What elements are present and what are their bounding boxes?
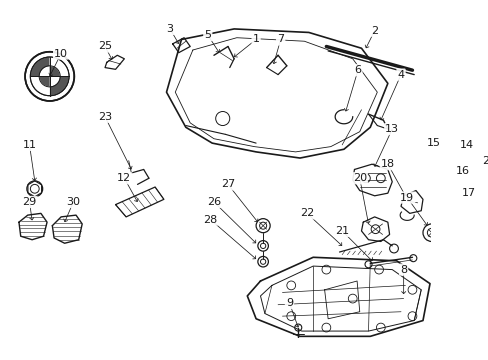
- Text: 5: 5: [204, 30, 211, 40]
- Text: 24: 24: [481, 156, 488, 166]
- Text: 9: 9: [285, 298, 292, 308]
- Wedge shape: [40, 76, 50, 86]
- Text: 23: 23: [98, 112, 112, 122]
- Text: 2: 2: [370, 26, 377, 36]
- Text: 20: 20: [352, 173, 366, 183]
- Text: 28: 28: [203, 215, 217, 225]
- Text: 17: 17: [461, 188, 475, 198]
- Text: 19: 19: [399, 193, 413, 203]
- Text: 25: 25: [98, 41, 112, 51]
- Wedge shape: [31, 76, 50, 95]
- Text: 29: 29: [22, 197, 37, 207]
- Text: 8: 8: [399, 265, 407, 275]
- Text: 11: 11: [22, 140, 37, 150]
- Text: 7: 7: [277, 35, 284, 45]
- Wedge shape: [50, 58, 68, 76]
- Text: 4: 4: [397, 69, 404, 80]
- Text: 15: 15: [426, 138, 440, 148]
- Text: 1: 1: [252, 35, 259, 45]
- Text: 18: 18: [380, 159, 394, 169]
- Text: 27: 27: [221, 179, 235, 189]
- Text: 26: 26: [206, 197, 221, 207]
- Text: 21: 21: [334, 226, 348, 236]
- Text: 13: 13: [385, 124, 398, 134]
- Text: 14: 14: [459, 140, 473, 150]
- Text: 10: 10: [54, 49, 68, 59]
- Wedge shape: [40, 66, 50, 76]
- Wedge shape: [31, 58, 50, 76]
- Text: 22: 22: [299, 208, 313, 219]
- Text: 30: 30: [66, 197, 80, 207]
- Wedge shape: [50, 76, 68, 95]
- Text: 16: 16: [455, 166, 468, 176]
- Text: 6: 6: [354, 65, 361, 75]
- Wedge shape: [50, 76, 60, 86]
- Wedge shape: [50, 66, 60, 76]
- Text: 12: 12: [117, 173, 131, 183]
- Text: 3: 3: [166, 24, 173, 34]
